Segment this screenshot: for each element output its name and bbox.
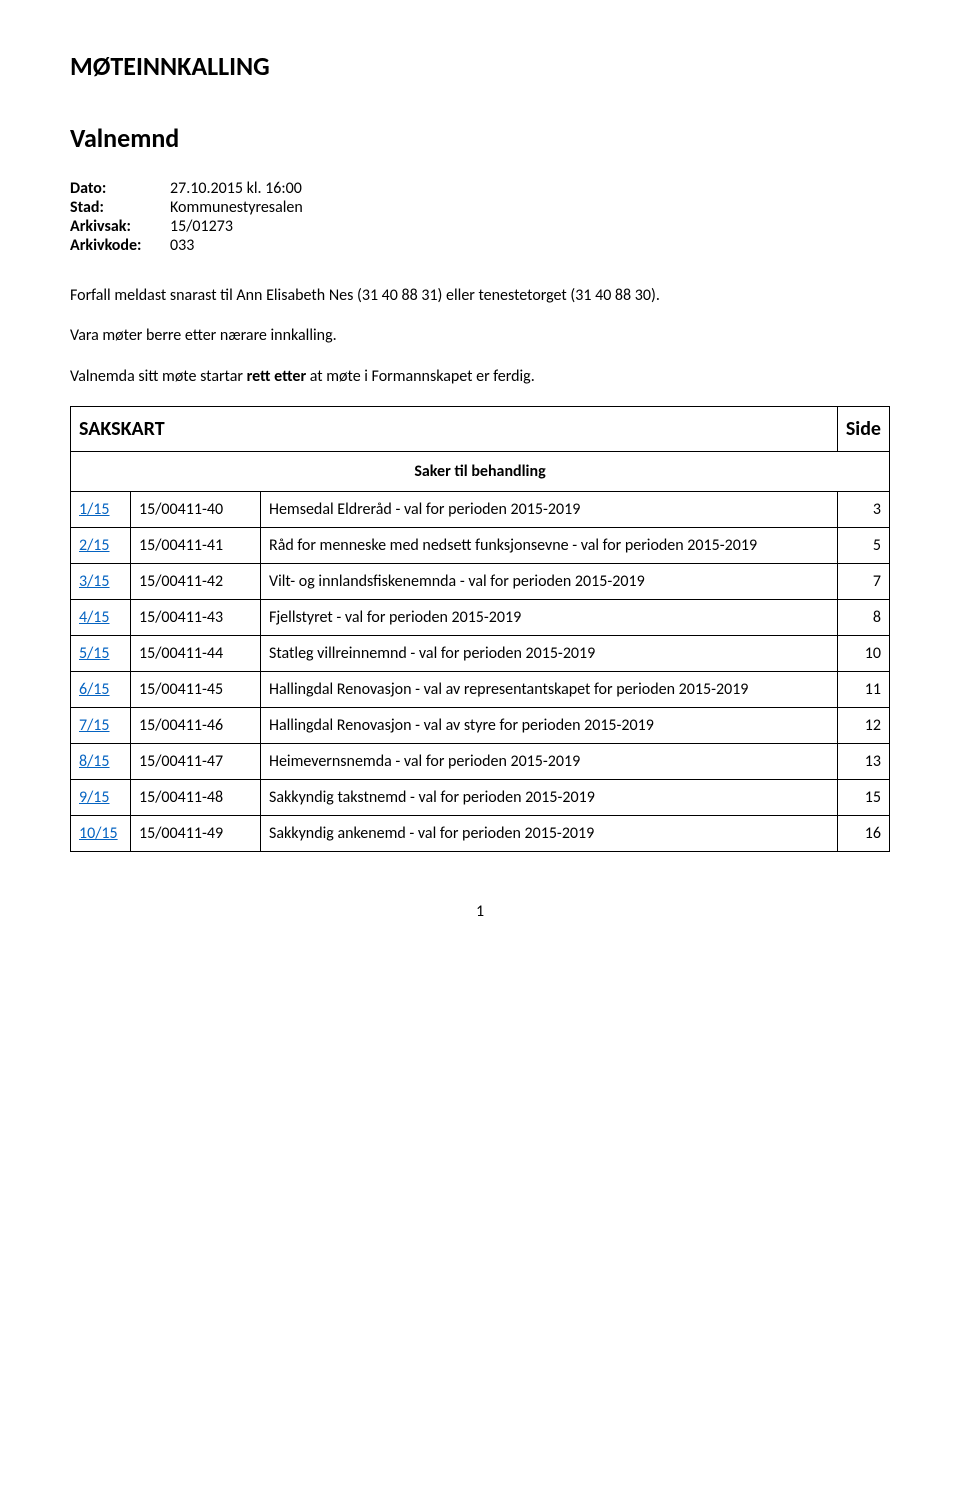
meta-label-stad: Stad: xyxy=(70,198,170,217)
meta-row-arkivkode: Arkivkode: 033 xyxy=(70,236,313,255)
sakskart-label: SAKSKART xyxy=(71,407,838,452)
meta-row-arkivsak: Arkivsak: 15/01273 xyxy=(70,217,313,236)
table-row: 4/1515/00411-43Fjellstyret - val for per… xyxy=(71,600,890,636)
row-link[interactable]: 3/15 xyxy=(71,564,131,600)
row-id: 15/00411-40 xyxy=(131,492,261,528)
table-row: 8/1515/00411-47Heimevernsnemda - val for… xyxy=(71,744,890,780)
row-page: 13 xyxy=(837,744,889,780)
saker-til-behandling: Saker til behandling xyxy=(71,452,890,492)
page-subtitle: Valnemnd xyxy=(70,122,890,154)
table-row: 10/1515/00411-49Sakkyndig ankenemd - val… xyxy=(71,816,890,852)
row-id: 15/00411-48 xyxy=(131,780,261,816)
row-desc: Statleg villreinnemnd - val for perioden… xyxy=(261,636,838,672)
row-link[interactable]: 10/15 xyxy=(71,816,131,852)
row-id: 15/00411-46 xyxy=(131,708,261,744)
row-id: 15/00411-42 xyxy=(131,564,261,600)
row-page: 8 xyxy=(837,600,889,636)
body-text-3: Valnemda sitt møte startar rett etter at… xyxy=(70,366,890,388)
page-number: 1 xyxy=(70,902,890,921)
meta-label-arkivsak: Arkivsak: xyxy=(70,217,170,236)
row-link[interactable]: 9/15 xyxy=(71,780,131,816)
row-link[interactable]: 8/15 xyxy=(71,744,131,780)
page-title: MØTEINNKALLING xyxy=(70,50,890,82)
table-row: 7/1515/00411-46Hallingdal Renovasjon - v… xyxy=(71,708,890,744)
sakskart-header-row: SAKSKART Side xyxy=(71,407,890,452)
table-row: 3/1515/00411-42Vilt- og innlandsfiskenem… xyxy=(71,564,890,600)
row-desc: Sakkyndig ankenemd - val for perioden 20… xyxy=(261,816,838,852)
meta-row-dato: Dato: 27.10.2015 kl. 16:00 xyxy=(70,179,313,198)
meta-row-stad: Stad: Kommunestyresalen xyxy=(70,198,313,217)
table-row: 2/1515/00411-41Råd for menneske med neds… xyxy=(71,528,890,564)
row-page: 11 xyxy=(837,672,889,708)
table-row: 6/1515/00411-45Hallingdal Renovasjon - v… xyxy=(71,672,890,708)
sakskart-subheader-row: Saker til behandling xyxy=(71,452,890,492)
row-page: 16 xyxy=(837,816,889,852)
row-id: 15/00411-49 xyxy=(131,816,261,852)
row-link[interactable]: 1/15 xyxy=(71,492,131,528)
row-desc: Hallingdal Renovasjon - val av represent… xyxy=(261,672,838,708)
row-link[interactable]: 7/15 xyxy=(71,708,131,744)
row-page: 5 xyxy=(837,528,889,564)
meta-value-arkivkode: 033 xyxy=(170,236,313,255)
body3-suffix: at møte i Formannskapet er ferdig. xyxy=(306,367,535,386)
row-link[interactable]: 5/15 xyxy=(71,636,131,672)
row-page: 3 xyxy=(837,492,889,528)
sakskart-table: SAKSKART Side Saker til behandling 1/151… xyxy=(70,406,890,852)
row-desc: Heimevernsnemda - val for perioden 2015-… xyxy=(261,744,838,780)
table-row: 1/1515/00411-40Hemsedal Eldreråd - val f… xyxy=(71,492,890,528)
row-id: 15/00411-45 xyxy=(131,672,261,708)
row-id: 15/00411-43 xyxy=(131,600,261,636)
body-text-2: Vara møter berre etter nærare innkalling… xyxy=(70,325,890,347)
meta-table: Dato: 27.10.2015 kl. 16:00 Stad: Kommune… xyxy=(70,179,313,255)
table-row: 5/1515/00411-44Statleg villreinnemnd - v… xyxy=(71,636,890,672)
body3-bold: rett etter xyxy=(247,367,307,386)
meta-label-arkivkode: Arkivkode: xyxy=(70,236,170,255)
body3-prefix: Valnemda sitt møte startar xyxy=(70,367,247,386)
row-desc: Hallingdal Renovasjon - val av styre for… xyxy=(261,708,838,744)
row-link[interactable]: 6/15 xyxy=(71,672,131,708)
meta-value-dato: 27.10.2015 kl. 16:00 xyxy=(170,179,313,198)
row-desc: Hemsedal Eldreråd - val for perioden 201… xyxy=(261,492,838,528)
row-page: 7 xyxy=(837,564,889,600)
row-desc: Sakkyndig takstnemd - val for perioden 2… xyxy=(261,780,838,816)
row-link[interactable]: 4/15 xyxy=(71,600,131,636)
row-desc: Fjellstyret - val for perioden 2015-2019 xyxy=(261,600,838,636)
side-label: Side xyxy=(837,407,889,452)
meta-value-stad: Kommunestyresalen xyxy=(170,198,313,217)
meta-label-dato: Dato: xyxy=(70,179,170,198)
row-id: 15/00411-44 xyxy=(131,636,261,672)
meta-value-arkivsak: 15/01273 xyxy=(170,217,313,236)
row-desc: Vilt- og innlandsfiskenemnda - val for p… xyxy=(261,564,838,600)
row-id: 15/00411-41 xyxy=(131,528,261,564)
row-desc: Råd for menneske med nedsett funksjonsev… xyxy=(261,528,838,564)
row-id: 15/00411-47 xyxy=(131,744,261,780)
row-page: 10 xyxy=(837,636,889,672)
row-page: 12 xyxy=(837,708,889,744)
row-page: 15 xyxy=(837,780,889,816)
body-text-1: Forfall meldast snarast til Ann Elisabet… xyxy=(70,285,890,307)
table-row: 9/1515/00411-48Sakkyndig takstnemd - val… xyxy=(71,780,890,816)
row-link[interactable]: 2/15 xyxy=(71,528,131,564)
